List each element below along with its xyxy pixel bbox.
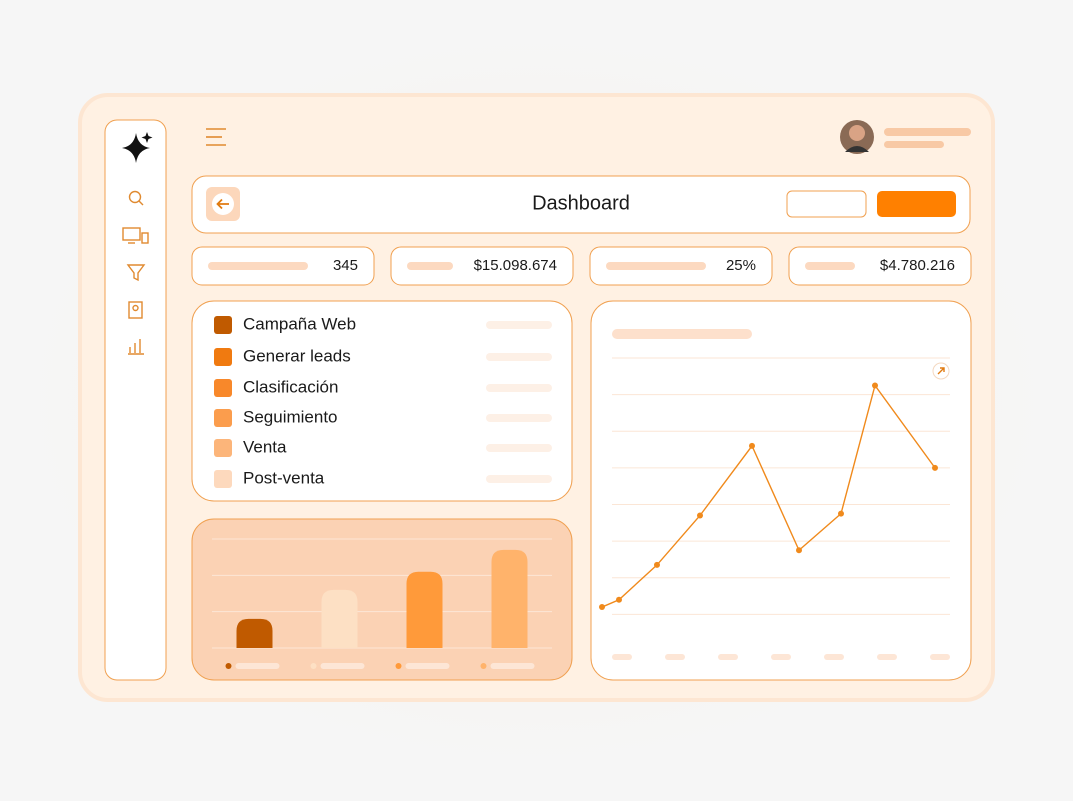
step-icon: [214, 379, 232, 397]
primary-button[interactable]: [877, 191, 956, 217]
legend-placeholder: [490, 663, 535, 669]
sidebar-icons: [122, 190, 149, 355]
stat-value: $15.098.674: [474, 257, 557, 274]
user-name-placeholder: [884, 128, 971, 136]
x-label-placeholder: [718, 654, 738, 660]
user-role-placeholder: [884, 141, 944, 148]
devices-icon[interactable]: [122, 227, 141, 241]
secondary-button[interactable]: [786, 190, 867, 218]
step-label: Post-venta: [243, 468, 325, 487]
step-icon: [214, 409, 232, 427]
bar: [236, 618, 273, 648]
step-icon: [214, 439, 232, 457]
contact-icon[interactable]: [128, 301, 143, 319]
step-label: Generar leads: [243, 346, 351, 365]
step-icon: [214, 348, 232, 366]
page-title: Dashboard: [532, 192, 630, 214]
point: [697, 512, 703, 519]
stat-label-placeholder: [208, 262, 308, 270]
point: [599, 604, 605, 611]
step-placeholder: [486, 353, 552, 361]
line-chart-card: [590, 300, 972, 681]
bar: [406, 571, 443, 648]
bar-chart-card: [191, 518, 573, 681]
point: [838, 510, 844, 517]
bar: [491, 549, 528, 648]
step-label: Seguimiento: [243, 407, 338, 426]
step-placeholder: [486, 384, 552, 392]
step-label: Campaña Web: [243, 314, 356, 333]
sidebar: [104, 119, 167, 681]
x-label-placeholder: [824, 654, 844, 660]
chart-icon[interactable]: [128, 339, 144, 355]
legend-dot: [310, 663, 317, 669]
step-placeholder: [486, 321, 552, 329]
step-placeholder: [486, 444, 552, 452]
filter-icon[interactable]: [126, 264, 146, 282]
step-label: Venta: [243, 437, 287, 456]
step-icon: [214, 316, 232, 334]
legend-placeholder: [405, 663, 450, 669]
x-label-placeholder: [612, 654, 632, 660]
legend-dot: [480, 663, 487, 669]
x-label-placeholder: [665, 654, 685, 660]
point: [872, 382, 878, 389]
step-placeholder: [486, 414, 552, 422]
point: [932, 464, 938, 471]
legend-placeholder: [320, 663, 365, 669]
stat-card: [390, 246, 574, 286]
step-icon: [214, 470, 232, 488]
point: [654, 561, 660, 568]
point: [749, 442, 755, 449]
x-label-placeholder: [877, 654, 897, 660]
stat-card: [788, 246, 972, 286]
legend-placeholder: [235, 663, 280, 669]
logo: [122, 132, 153, 163]
header-bar: [191, 175, 971, 234]
legend-dot: [225, 663, 232, 669]
steps-card: [191, 300, 573, 502]
chart-title-placeholder: [612, 329, 752, 339]
x-label-placeholder: [930, 654, 950, 660]
stat-label-placeholder: [805, 262, 855, 270]
stat-value: $4.780.216: [880, 257, 955, 274]
bar: [321, 589, 358, 648]
search-icon[interactable]: [128, 190, 142, 204]
stat-label-placeholder: [606, 262, 706, 270]
step-placeholder: [486, 475, 552, 483]
stat-value: 25%: [726, 257, 756, 274]
stat-label-placeholder: [407, 262, 453, 270]
point: [796, 547, 802, 554]
menu-icon[interactable]: [206, 128, 226, 146]
step-label: Clasificación: [243, 377, 338, 396]
stat-value: 345: [333, 257, 358, 274]
x-label-placeholder: [771, 654, 791, 660]
point: [616, 596, 622, 603]
legend-dot: [395, 663, 402, 669]
